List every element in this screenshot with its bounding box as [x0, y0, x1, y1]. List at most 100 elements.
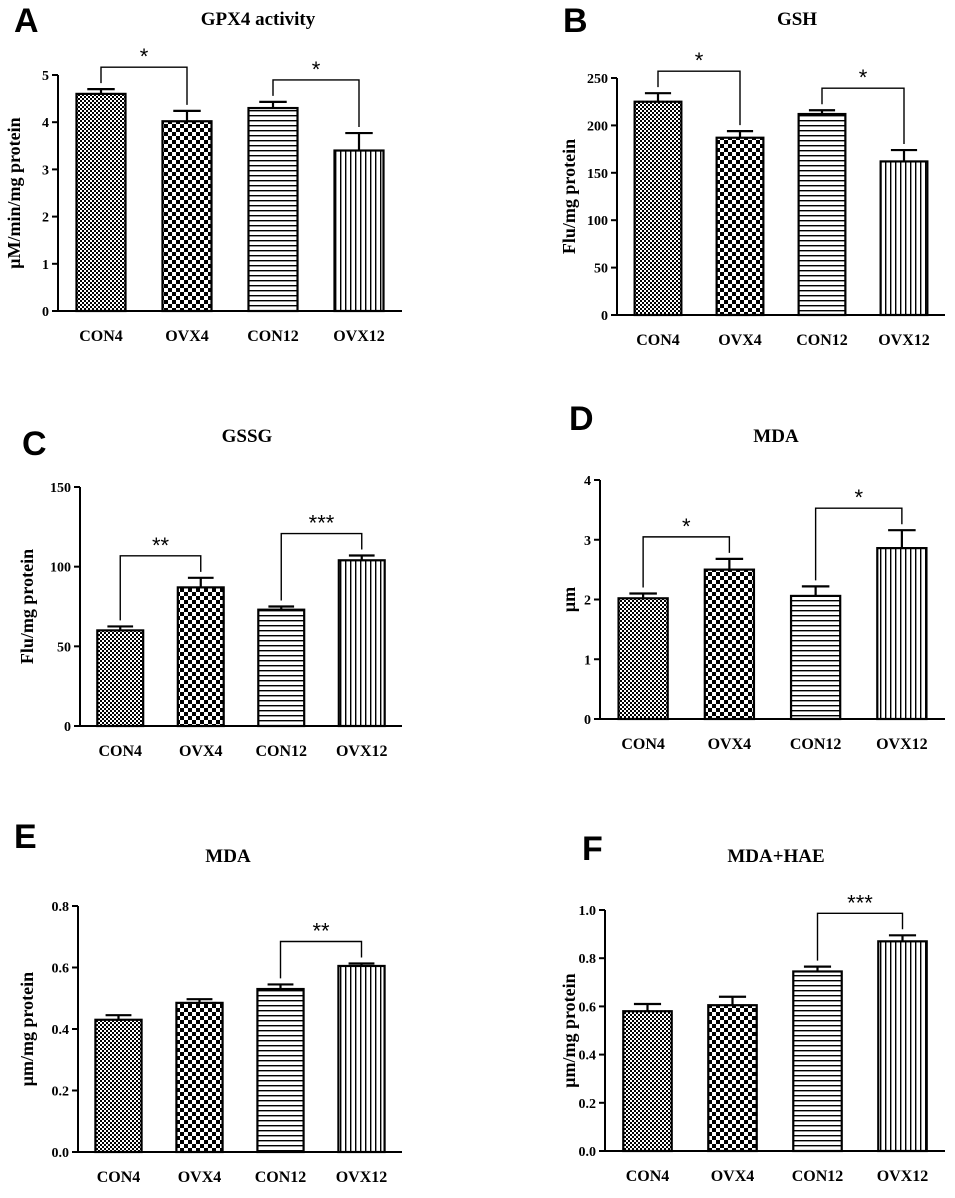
y-tick-label: 0.8	[52, 900, 70, 915]
significance-label: *	[695, 48, 704, 73]
bar-ovx12	[337, 559, 386, 728]
bar-con4	[96, 629, 145, 728]
bar-con4	[622, 1010, 673, 1153]
x-tick-label: CON4	[636, 332, 680, 349]
y-tick-label: 0.4	[579, 1049, 597, 1064]
significance-bracket	[814, 507, 903, 581]
panel-letter: F	[582, 830, 603, 868]
y-tick-label: 0	[601, 309, 608, 324]
bar-con12	[789, 594, 842, 721]
panel-letter: D	[569, 400, 594, 438]
y-tick-label: 0.2	[52, 1085, 70, 1100]
bar-con4	[633, 100, 683, 317]
panel-letter: C	[22, 425, 47, 463]
y-tick-label: 0.2	[579, 1097, 597, 1112]
x-tick-label: CON4	[79, 328, 123, 345]
y-tick-label: 4	[42, 116, 49, 131]
y-tick-label: 0	[584, 713, 591, 728]
bar-ovx12	[337, 964, 386, 1154]
bar-con12	[797, 112, 847, 317]
x-tick-label: CON4	[97, 1169, 141, 1186]
panel-letter: B	[563, 2, 588, 40]
significance-bracket	[657, 70, 741, 126]
y-tick-label: 4	[584, 474, 591, 489]
x-tick-label: OVX12	[877, 1168, 929, 1185]
y-axis-label: μm	[559, 587, 579, 612]
x-tick-label: CON12	[796, 332, 848, 349]
y-tick-label: 50	[594, 262, 608, 277]
bar-ovx4	[703, 568, 756, 721]
y-tick-label: 1.0	[579, 904, 597, 919]
y-tick-label: 0.0	[52, 1146, 70, 1161]
y-tick-label: 0.6	[52, 962, 70, 977]
y-tick-label: 1	[42, 258, 49, 273]
chart-panel-C: C GSSG Flu/mg protein 0 50 100 150 CON4 OVX4 CON1…	[17, 425, 402, 760]
significance-bracket	[642, 536, 731, 588]
x-tick-label: CON12	[247, 328, 299, 345]
x-tick-label: OVX4	[708, 736, 752, 753]
significance-bracket	[816, 912, 904, 961]
y-tick-label: 0	[64, 720, 71, 735]
panel-letter: E	[14, 818, 37, 856]
chart-panel-F: F MDA+HAE μm/mg protein 0.0 0.2 0.4 0.6 0.8 1.0 C…	[559, 830, 945, 1185]
chart-title: MDA	[753, 426, 799, 447]
x-tick-label: OVX4	[718, 332, 762, 349]
chart-title: GSH	[777, 9, 817, 30]
significance-label: ***	[847, 890, 873, 915]
x-tick-label: CON12	[255, 1169, 307, 1186]
x-tick-label: CON4	[621, 736, 665, 753]
y-axis-label: μM/min/mg protein	[4, 117, 24, 268]
chart-title: GSSG	[222, 426, 273, 447]
x-tick-label: OVX12	[878, 332, 930, 349]
bar-con12	[247, 106, 299, 313]
y-tick-label: 100	[587, 214, 608, 229]
panel-letter: A	[14, 2, 39, 40]
x-tick-label: OVX12	[336, 743, 388, 760]
significance-bracket	[821, 87, 905, 145]
chart-title: MDA	[205, 846, 251, 867]
chart-panel-A: A GPX4 activity μM/min/mg protein 0 1 2 3 4 5 CON…	[4, 2, 402, 345]
y-tick-label: 3	[42, 163, 49, 178]
bar-con4	[617, 597, 669, 721]
x-tick-label: CON4	[626, 1168, 670, 1185]
y-tick-label: 2	[584, 594, 591, 609]
x-tick-label: OVX12	[333, 328, 385, 345]
bar-ovx12	[333, 149, 385, 313]
chart-panel-B: B GSH Flu/mg protein 0 50 100 150 200 250 CON4 OVX…	[559, 2, 945, 349]
bar-ovx12	[876, 547, 928, 721]
y-tick-label: 3	[584, 534, 591, 549]
x-tick-label: OVX12	[876, 736, 928, 753]
significance-bracket	[272, 79, 360, 128]
bar-con12	[256, 987, 305, 1154]
significance-label: *	[859, 65, 868, 90]
y-tick-label: 0	[42, 305, 49, 320]
x-tick-label: OVX4	[165, 328, 209, 345]
significance-label: *	[682, 514, 691, 539]
x-tick-label: OVX12	[336, 1169, 388, 1186]
y-tick-label: 150	[50, 481, 71, 496]
y-tick-label: 150	[587, 167, 608, 182]
significance-label: *	[854, 485, 863, 510]
x-tick-label: CON12	[255, 743, 307, 760]
y-axis-label: Flu/mg protein	[17, 549, 37, 664]
bar-con4	[75, 92, 127, 313]
significance-bracket	[280, 532, 363, 601]
bar-ovx12	[877, 940, 928, 1153]
x-tick-label: CON12	[792, 1168, 844, 1185]
y-tick-label: 0.6	[579, 1000, 597, 1015]
y-tick-label: 250	[587, 72, 608, 87]
y-tick-label: 5	[42, 69, 49, 84]
y-tick-label: 100	[50, 561, 71, 576]
bar-con12	[257, 608, 306, 728]
x-tick-label: CON12	[790, 736, 842, 753]
significance-bracket	[279, 940, 363, 979]
significance-label: **	[312, 919, 330, 944]
y-tick-label: 0.8	[579, 952, 597, 967]
x-tick-label: OVX4	[711, 1168, 755, 1185]
bar-ovx12	[879, 160, 929, 317]
x-tick-label: OVX4	[179, 743, 223, 760]
chart-title: MDA+HAE	[727, 846, 824, 867]
bar-ovx4	[715, 136, 765, 317]
y-axis-label: μm/mg protein	[17, 972, 37, 1086]
